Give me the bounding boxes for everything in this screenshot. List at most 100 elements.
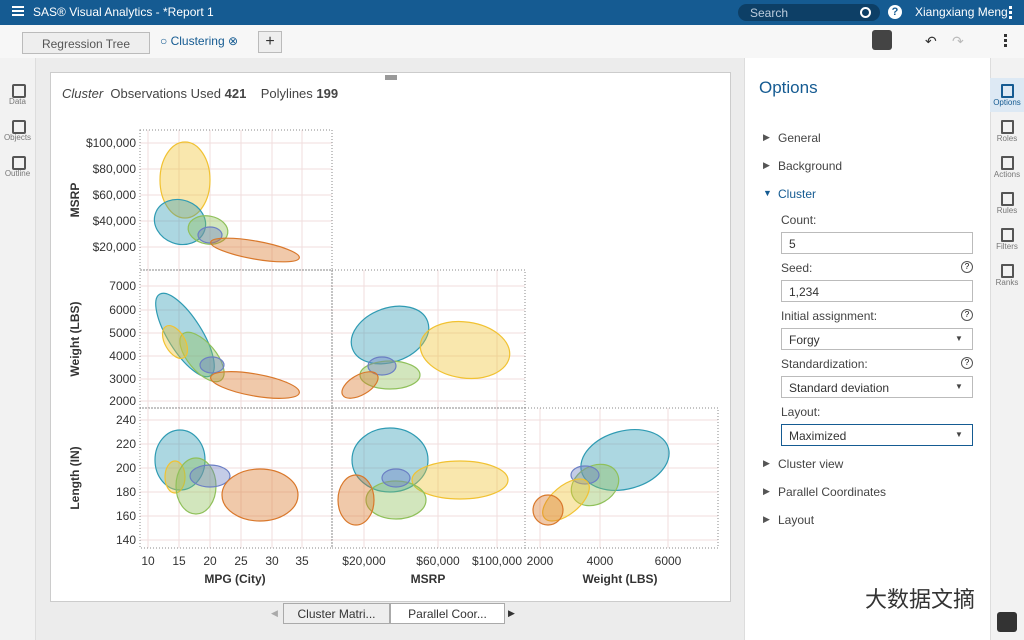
y-tick-label: 4000	[109, 349, 136, 363]
bottom-tab[interactable]: Cluster Matri...	[283, 603, 390, 624]
section-header[interactable]: Background	[778, 159, 843, 173]
section-header[interactable]: Layout	[778, 513, 815, 527]
sidebar-icon[interactable]	[1001, 228, 1014, 242]
search-icon	[860, 7, 871, 18]
left-sidebar	[0, 58, 36, 640]
y-tick-label: 160	[116, 509, 136, 523]
cell-border	[331, 269, 526, 409]
sidebar-label: Roles	[996, 134, 1018, 143]
select[interactable]: Maximized	[781, 424, 973, 446]
x-tick-label: 30	[265, 554, 279, 568]
cluster-ellipse	[365, 480, 427, 520]
options-title: Options	[759, 78, 818, 97]
sidebar-icon[interactable]	[1001, 192, 1014, 206]
watermark: 大数据文摘	[865, 587, 976, 612]
pin-button[interactable]	[997, 612, 1017, 632]
undo[interactable]: ↶	[925, 33, 937, 49]
menu-icon[interactable]	[12, 6, 24, 8]
search-box[interactable]: Search	[738, 4, 880, 21]
sidebar-label: Options	[993, 98, 1021, 107]
cluster-ellipse	[189, 464, 231, 488]
cluster-ellipse	[210, 371, 300, 399]
sidebar-label: Objects	[3, 133, 32, 142]
bottom-tab[interactable]: Parallel Coor...	[390, 603, 505, 624]
panel-header: Cluster Observations Used 421 Polylines …	[62, 86, 338, 101]
more-icon[interactable]	[1009, 6, 1012, 9]
help-icon[interactable]: ?	[961, 357, 973, 369]
app-title: SAS® Visual Analytics - *Report 1	[33, 5, 214, 19]
sidebar-icon[interactable]	[12, 84, 26, 98]
app-bar: SAS® Visual Analytics - *Report 1 Search…	[0, 0, 1024, 25]
y-tick-label: 3000	[109, 372, 136, 386]
sidebar-icon[interactable]	[1001, 84, 1014, 98]
help-icon[interactable]: ?	[961, 309, 973, 321]
y-tick-label: 200	[116, 461, 136, 475]
section-header[interactable]: Parallel Coordinates	[778, 485, 887, 499]
select-arrow: ▼	[955, 334, 963, 343]
text-input[interactable]: 5	[781, 232, 973, 254]
cluster-ellipse	[542, 478, 590, 522]
y-axis-label: MSRP	[68, 183, 82, 218]
text-input[interactable]: 1,234	[781, 280, 973, 302]
toolbar-icon[interactable]	[872, 30, 892, 50]
x-tick-label: 35	[295, 554, 309, 568]
x-axis-label: MPG (City)	[204, 572, 265, 586]
caret: ▶	[763, 458, 770, 468]
caret: ▶	[763, 132, 770, 142]
more-icon[interactable]	[1004, 34, 1007, 37]
section-header[interactable]: Cluster	[778, 187, 817, 201]
caret: ▼	[763, 188, 772, 198]
help-icon[interactable]: ?	[888, 5, 902, 19]
section-header[interactable]: General	[778, 131, 821, 145]
add-tab[interactable]: +	[258, 31, 282, 53]
cluster-ellipse	[411, 460, 509, 500]
tab[interactable]: Regression Tree	[22, 32, 150, 54]
select-arrow: ▼	[955, 382, 963, 391]
sidebar-icon[interactable]	[1001, 120, 1014, 134]
x-tick-label: 25	[234, 554, 248, 568]
sidebar-icon[interactable]	[1001, 156, 1014, 170]
sidebar-icon[interactable]	[12, 156, 26, 170]
select[interactable]: Forgy	[781, 328, 973, 350]
help-icon[interactable]: ?	[961, 261, 973, 273]
y-tick-label: 2000	[109, 394, 136, 408]
obs-value: 421	[224, 86, 247, 101]
polylines-label: Polylines	[260, 86, 313, 101]
x-tick-label: 15	[172, 554, 186, 568]
resize-handle	[385, 75, 397, 80]
cluster-ellipse	[532, 494, 564, 526]
y-tick-label: $100,000	[86, 136, 136, 150]
user-name[interactable]: Xiangxiang Meng	[915, 5, 1008, 19]
x-tick-label: $60,000	[416, 554, 460, 568]
scroll-right[interactable]: ▶	[508, 608, 515, 618]
right-sidebar	[990, 58, 1024, 640]
sidebar-label: Actions	[993, 170, 1021, 179]
y-tick-label: $20,000	[93, 240, 137, 254]
section-header[interactable]: Cluster view	[778, 457, 844, 471]
y-tick-label: $40,000	[93, 214, 137, 228]
y-tick-label: $60,000	[93, 188, 137, 202]
cell-border	[524, 407, 719, 549]
cluster-ellipse	[351, 427, 429, 493]
search-placeholder: Search	[750, 6, 789, 20]
select[interactable]: Standard deviation	[781, 376, 973, 398]
x-axis-label: Weight (LBS)	[582, 572, 657, 586]
y-axis-label: Weight (LBS)	[68, 301, 82, 376]
cluster-ellipse	[359, 360, 421, 390]
x-tick-label: 10	[141, 554, 155, 568]
redo[interactable]: ↷	[952, 33, 964, 49]
sidebar-icon[interactable]	[1001, 264, 1014, 278]
scroll-left[interactable]: ◀	[271, 608, 278, 618]
tab-bar: Regression Tree ○ Clustering ⊗ + ↶ ↷	[0, 25, 1024, 59]
cluster-ellipse	[570, 463, 620, 507]
y-tick-label: 180	[116, 485, 136, 499]
field-label: Count:	[781, 213, 817, 227]
cluster-matrix: $100,000 $80,000 $60,000 $40,000 $20,000 MSRP…	[68, 75, 719, 586]
options-panel: Options ▶ General ▶ Background ▼ Cluster Count…	[744, 58, 991, 640]
cluster-ellipse	[155, 292, 215, 378]
tab-active[interactable]: ○ Clustering ⊗	[160, 34, 239, 48]
y-tick-label: $80,000	[93, 162, 137, 176]
sidebar-icon[interactable]	[12, 120, 26, 134]
cluster-ellipse	[350, 305, 430, 365]
